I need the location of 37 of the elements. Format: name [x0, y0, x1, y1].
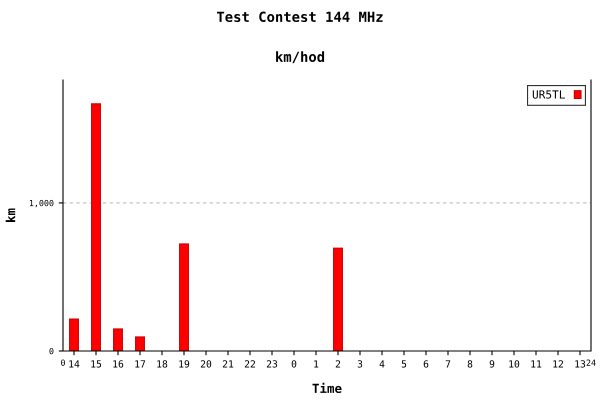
x-tick-label: 6 [424, 360, 428, 368]
x-tick-label: 1 [314, 360, 318, 368]
x-tick-label: 13 [575, 360, 586, 368]
bar [113, 328, 123, 351]
x-tick-label: 10 [509, 360, 520, 368]
x-tick-label: 22 [244, 360, 256, 368]
x-tick-label: 17 [135, 360, 146, 368]
x-tick-label: 5 [402, 360, 406, 368]
bar [91, 103, 101, 351]
x-tick-label: 19 [179, 360, 190, 368]
chart-subtitle: km/hod [276, 51, 324, 64]
bar [333, 248, 343, 351]
x-axis-title: Time [312, 382, 342, 394]
x-tick-label: 11 [531, 360, 542, 368]
x-tick-label: 4 [380, 360, 384, 368]
chart-title: Test Contest 144 MHz [216, 12, 383, 22]
x-tick-label: 14 [69, 360, 80, 368]
x-tick-label: 12 [553, 360, 564, 368]
x-tick-label: 16 [113, 360, 124, 368]
x-tick-label: 23 [266, 360, 278, 368]
x-tick-label: 8 [468, 360, 472, 368]
x-tick-label: 20 [200, 360, 212, 368]
x-tick-label: 7 [446, 360, 450, 368]
x-tick-label: 21 [222, 360, 234, 368]
x-tick-label: 2 [336, 360, 340, 368]
y-tick-label: 1,000 [30, 200, 54, 208]
x-tick-label: 9 [490, 360, 494, 368]
x-tick-label: 15 [91, 360, 102, 368]
bar [179, 243, 189, 351]
text: 24 [586, 360, 596, 366]
x-tick-label: 3 [358, 360, 362, 368]
legend-label: UR5TL [532, 90, 565, 99]
bar [69, 318, 79, 351]
bar [135, 336, 145, 351]
x-tick-label: 0 [292, 360, 296, 368]
y-axis-title: km [6, 208, 16, 222]
x-tick-label: 18 [157, 360, 168, 368]
